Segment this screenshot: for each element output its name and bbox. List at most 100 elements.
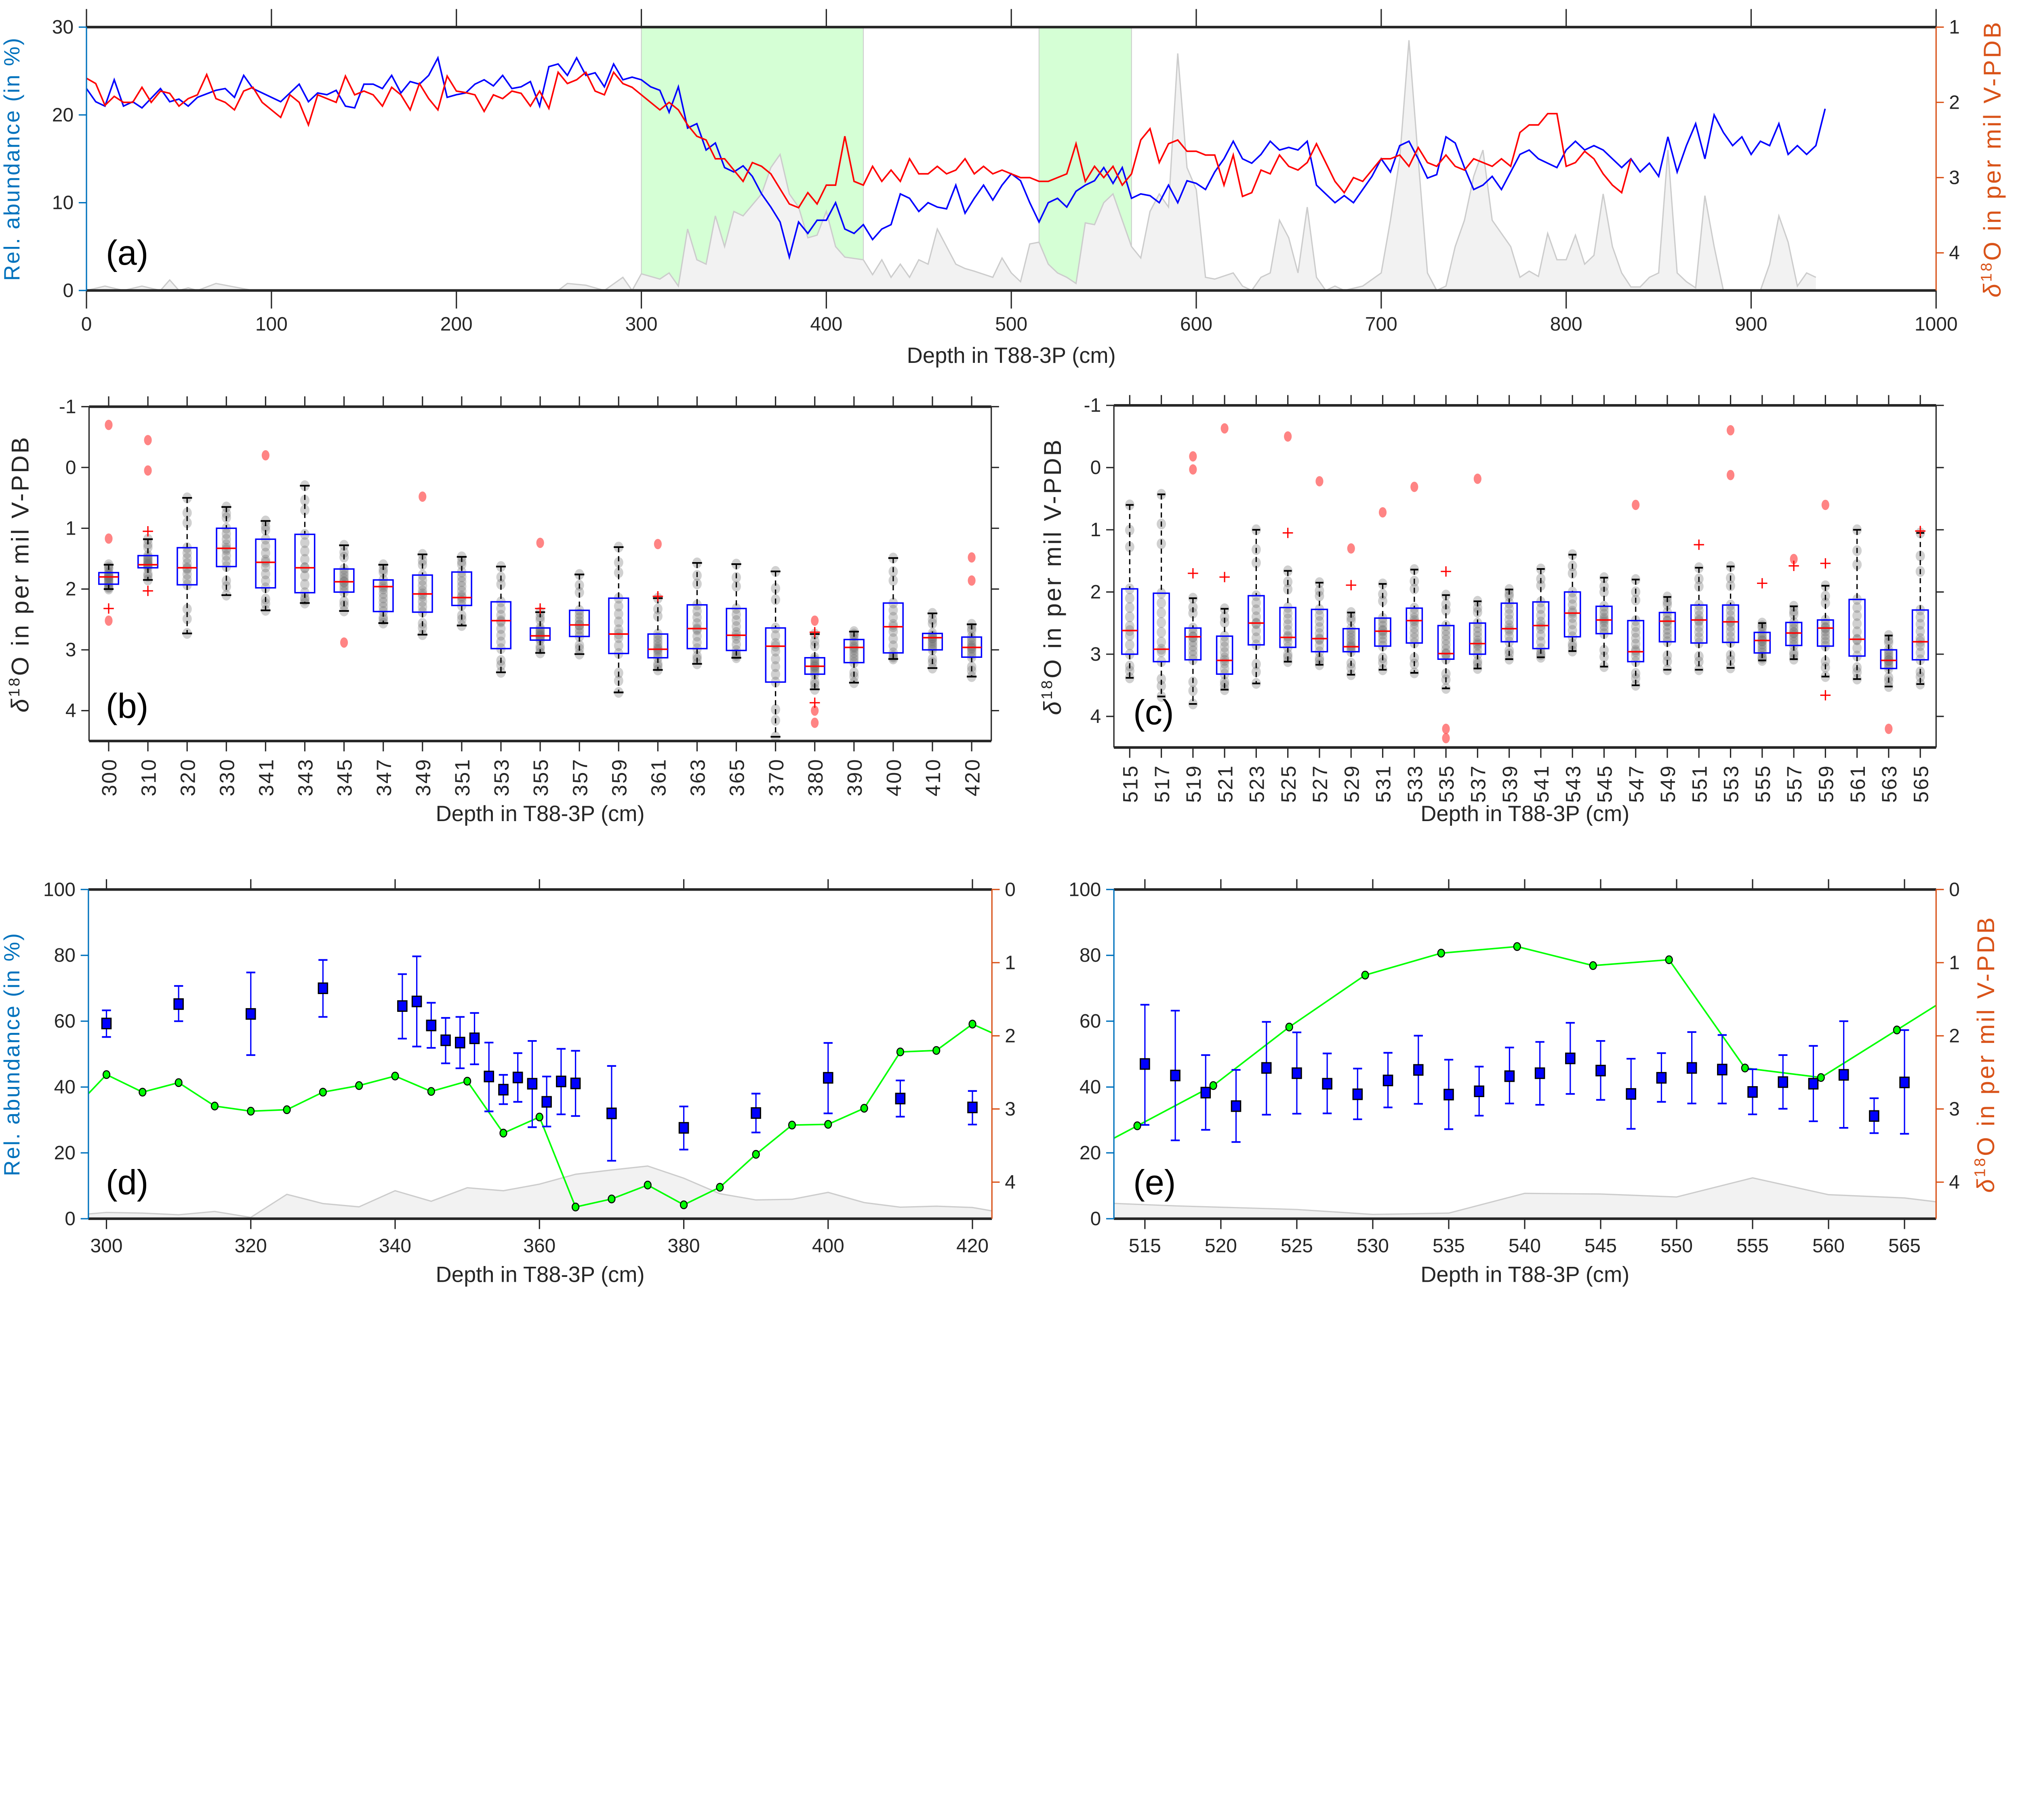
sample-dot	[810, 636, 820, 647]
sample-dot	[379, 601, 388, 613]
box	[216, 527, 237, 567]
d18o-marker	[860, 1104, 868, 1113]
d18o-marker	[644, 1180, 652, 1190]
sample-dot	[1346, 615, 1356, 626]
sample-dot	[1315, 616, 1324, 627]
sample-dot	[535, 615, 545, 626]
sample-dot	[1599, 581, 1609, 592]
d18o-marker	[716, 1183, 724, 1192]
sample-dot	[1473, 644, 1482, 655]
sample-dot	[967, 637, 976, 649]
d18o-marker	[1589, 961, 1597, 970]
sample-dot	[849, 640, 859, 652]
y2-tick-label: 0	[1949, 879, 1960, 900]
sample-dot	[535, 643, 545, 655]
x-tick-label: 519	[1182, 765, 1205, 803]
sample-dot	[1441, 668, 1451, 679]
sample-dot	[967, 625, 976, 636]
d18o-marker	[247, 1106, 255, 1116]
outlier-circle	[1726, 470, 1735, 480]
axes: 515 520 525 530 535 540 545 550 555 560 5650204060…	[1069, 879, 1999, 1287]
sample-dot	[732, 615, 741, 626]
sample-dot	[1251, 625, 1261, 636]
sample-dot	[1789, 609, 1799, 620]
x-tick-label: 365	[726, 758, 749, 796]
sample-dot	[1915, 619, 1925, 630]
y-tick-label: 80	[1079, 945, 1101, 966]
x-tick-label: 515	[1129, 1235, 1161, 1257]
sample-dot	[1852, 618, 1862, 629]
superscript-18: 18	[1972, 1156, 1989, 1177]
sample-dot	[692, 651, 702, 662]
sample-dot	[1473, 626, 1482, 638]
sample-dot	[1473, 640, 1482, 651]
x-tick-label: 500	[995, 314, 1027, 335]
sample-dot	[1441, 630, 1451, 641]
sample-dot	[614, 609, 623, 619]
sample-dot	[1283, 630, 1293, 642]
sample-dot	[1852, 626, 1862, 637]
y2-tick-label: 3	[1949, 167, 1960, 188]
sample-dot	[1631, 672, 1641, 684]
abundance-marker	[1170, 1070, 1180, 1081]
d18o-marker	[535, 1112, 543, 1122]
sample-dot	[1441, 639, 1451, 651]
sample-dot	[1283, 649, 1293, 660]
abundance-marker	[1443, 1089, 1454, 1101]
delta-symbol: δ	[1978, 282, 2006, 298]
sample-dot	[614, 632, 623, 643]
box	[765, 627, 786, 683]
abundance-marker	[1626, 1088, 1637, 1100]
delta-symbol: δ	[1039, 699, 1066, 715]
sample-dot	[888, 633, 898, 644]
outlier-circle	[811, 615, 819, 626]
y-tick-label: 3	[65, 639, 76, 661]
x-tick-label: 565	[1888, 1235, 1921, 1257]
panel-label: (b)	[106, 687, 148, 725]
x-tick-label: 800	[1550, 314, 1582, 335]
sample-dot	[732, 609, 741, 620]
sample-dot	[810, 661, 820, 673]
sample-dot	[1157, 627, 1166, 638]
outlier-circle	[261, 450, 269, 461]
axes: 0 100 200 300 400 500 600 700 800 900 1000 0 10 20 30 1…	[0, 9, 2006, 368]
abundance-marker	[1413, 1064, 1424, 1076]
x-tick-label: 555	[1736, 1235, 1769, 1257]
sample-dot	[1852, 559, 1862, 570]
sample-dot	[1694, 616, 1704, 627]
sample-dot	[1631, 627, 1641, 638]
sample-dot	[1599, 624, 1609, 635]
abundance-marker	[527, 1078, 538, 1090]
outlier-circle	[105, 533, 113, 544]
sample-dot	[1157, 680, 1166, 692]
sample-dot	[1662, 624, 1672, 635]
box	[882, 602, 904, 654]
abundance-marker	[606, 1107, 617, 1119]
box	[1153, 592, 1170, 663]
sample-dot	[1315, 610, 1324, 621]
sample-dot	[1473, 656, 1482, 667]
d18o-marker	[824, 1120, 832, 1129]
sample-dot	[1536, 580, 1546, 591]
abundance-marker	[469, 1032, 480, 1044]
sample-dot	[496, 630, 506, 641]
sample-dot	[1220, 663, 1229, 674]
sample-dot	[1157, 636, 1166, 648]
sample-dot	[300, 537, 309, 548]
sample-dot	[1346, 630, 1356, 641]
sample-dot	[1473, 631, 1482, 642]
x-tick-label: 700	[1365, 314, 1397, 335]
sample-dot	[888, 626, 898, 637]
sample-dot	[1378, 636, 1388, 648]
abundance-marker	[498, 1084, 509, 1095]
abundance-marker	[1899, 1076, 1910, 1089]
sample-dot	[849, 651, 859, 661]
abundance-marker	[1869, 1110, 1879, 1122]
abundance-marker	[1656, 1072, 1667, 1084]
x-tick-label: 1000	[1915, 314, 1958, 335]
box	[1406, 607, 1423, 644]
sample-dot	[1125, 621, 1134, 632]
axes: 300 320 340 360 380 400 420 0 20 40 60 80 100 0 1 2 3 4 De…	[0, 879, 1016, 1287]
sample-dot	[1852, 642, 1862, 653]
box	[333, 568, 355, 593]
